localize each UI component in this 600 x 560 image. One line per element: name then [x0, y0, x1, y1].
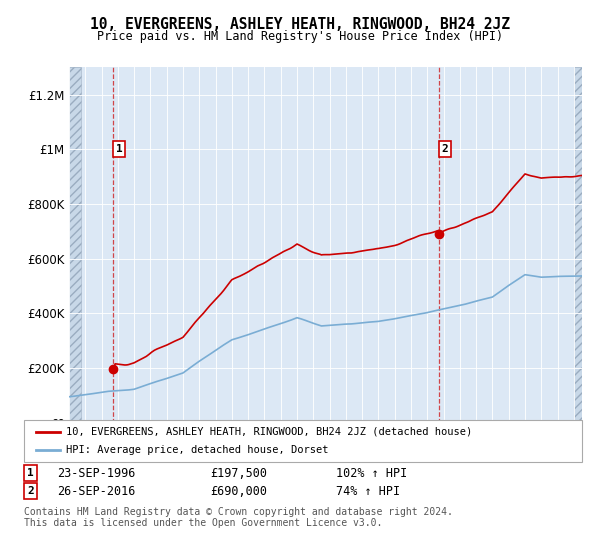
Text: 1: 1	[116, 144, 122, 154]
Text: HPI: Average price, detached house, Dorset: HPI: Average price, detached house, Dors…	[66, 445, 329, 455]
Text: 10, EVERGREENS, ASHLEY HEATH, RINGWOOD, BH24 2JZ: 10, EVERGREENS, ASHLEY HEATH, RINGWOOD, …	[90, 17, 510, 31]
Text: £197,500: £197,500	[210, 466, 267, 480]
Text: £690,000: £690,000	[210, 484, 267, 498]
Text: 2: 2	[27, 486, 34, 496]
Text: Contains HM Land Registry data © Crown copyright and database right 2024.
This d: Contains HM Land Registry data © Crown c…	[24, 507, 453, 529]
Text: 2: 2	[442, 144, 448, 154]
Text: 10, EVERGREENS, ASHLEY HEATH, RINGWOOD, BH24 2JZ (detached house): 10, EVERGREENS, ASHLEY HEATH, RINGWOOD, …	[66, 427, 472, 437]
Text: 23-SEP-1996: 23-SEP-1996	[57, 466, 136, 480]
Text: Price paid vs. HM Land Registry's House Price Index (HPI): Price paid vs. HM Land Registry's House …	[97, 30, 503, 44]
Bar	[574, 67, 582, 423]
Text: 102% ↑ HPI: 102% ↑ HPI	[336, 466, 407, 480]
Text: 26-SEP-2016: 26-SEP-2016	[57, 484, 136, 498]
Bar	[69, 67, 81, 423]
Bar	[574, 67, 582, 423]
Text: 1: 1	[27, 468, 34, 478]
Text: 74% ↑ HPI: 74% ↑ HPI	[336, 484, 400, 498]
Bar	[69, 67, 81, 423]
